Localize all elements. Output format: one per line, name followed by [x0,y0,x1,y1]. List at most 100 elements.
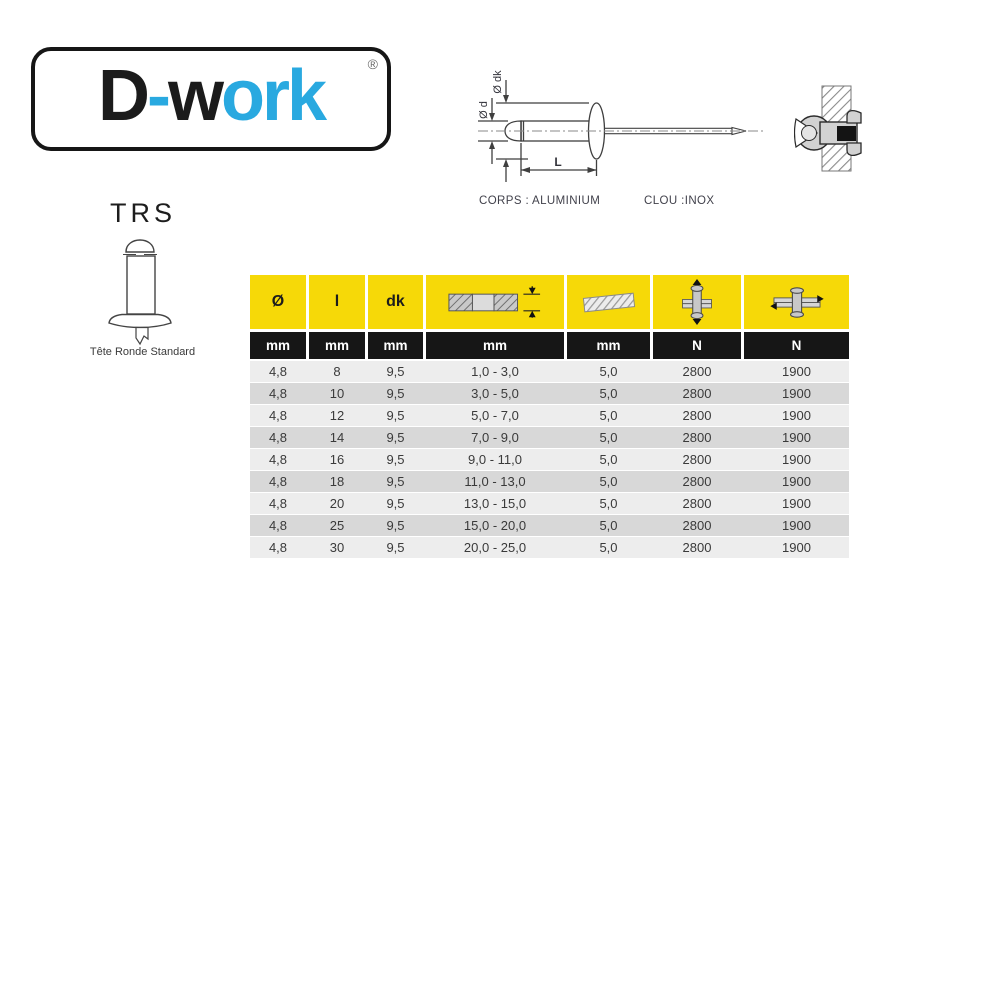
table-cell: 2800 [682,386,712,401]
table-cell: 20,0 - 25,0 [463,540,527,555]
trs-body [126,255,156,315]
tensile-strength-icon [682,279,712,325]
table-row: 4,8 20 9,5 13,0 - 15,0 5,0 2800 1900 [250,493,849,515]
unit-cell: N [744,332,849,359]
col-header-length: l [309,275,365,329]
mandrel-head-remnant [801,125,817,141]
unit-cell: mm [426,332,564,359]
table-cell: 2800 [682,518,712,533]
unit-cell: mm [250,332,306,359]
table-cell: 9,5 [386,430,405,445]
table-cell: 9,5 [386,496,405,511]
table-cell: 1900 [782,474,811,489]
installed-rivet-section-diagram [794,85,862,172]
table-units-row: mm mm mm mm mm N N [250,332,849,359]
table-row: 4,8 8 9,5 1,0 - 3,0 5,0 2800 1900 [250,361,849,383]
col-header-shear-strength [744,275,849,329]
clamped-plate-bottom [821,142,852,172]
rivet-side-view-diagram: Ø d Ø dk L [478,70,764,182]
table-cell: 2800 [682,408,712,423]
table-cell: 9,5 [386,452,405,467]
trs-rivet-diagram [108,239,172,346]
table-cell: 7,0 - 9,0 [471,430,519,445]
table-body: 4,8 8 9,5 1,0 - 3,0 5,0 2800 1900 4,8 10… [250,361,849,559]
table-cell: 4,8 [268,474,288,489]
col-header-diameter: Ø [250,275,306,329]
table-cell: 5,0 [599,540,618,555]
trs-mandrel-stub [135,326,149,346]
unit-cell: mm [567,332,650,359]
table-cell: 30 [329,540,345,555]
material-mandrel-label: CLOU :INOX [644,195,715,207]
product-caption: Tête Ronde Standard [89,346,196,358]
table-cell: 1,0 - 3,0 [471,364,519,379]
table-cell: 25 [329,518,345,533]
table-cell: 5,0 [599,496,618,511]
brand-wordmark: D-work [98,60,327,138]
table-cell: 9,5 [386,518,405,533]
table-cell: 1900 [782,452,811,467]
table-row: 4,8 14 9,5 7,0 - 9,0 5,0 2800 1900 [250,427,849,449]
brand-letter-d: D [97,56,150,136]
table-cell: 1900 [782,430,811,445]
brand-logo: D-work ® [31,47,391,151]
unit-cell: mm [368,332,423,359]
material-body-label: CORPS : ALUMINIUM [479,195,601,207]
table-row: 4,8 18 9,5 11,0 - 13,0 5,0 2800 1900 [250,471,849,493]
dim-label-dk: Ø dk [492,70,504,94]
rivet-collar-bottom [846,142,862,157]
table-cell: 1900 [782,540,811,555]
table-cell: 13,0 - 15,0 [463,496,527,511]
mandrel-shaft-section [837,126,856,141]
table-cell: 18 [329,474,345,489]
table-cell: 5,0 [599,474,618,489]
table-row: 4,8 16 9,5 9,0 - 11,0 5,0 2800 1900 [250,449,849,471]
registered-trademark-symbol: ® [367,56,378,72]
table-cell: 1900 [782,518,811,533]
table-cell: 4,8 [268,386,288,401]
brand-dash: - [146,56,171,136]
table-cell: 9,5 [386,386,405,401]
unit-cell: N [653,332,741,359]
table-cell: 1900 [782,364,811,379]
table-cell: 5,0 [599,364,618,379]
table-cell: 9,5 [386,408,405,423]
dimension-arrowheads [489,95,597,173]
table-cell: 5,0 [599,386,618,401]
table-cell: 2800 [682,452,712,467]
rivet-collar-top [846,109,862,124]
table-cell: 16 [329,452,345,467]
table-row: 4,8 12 9,5 5,0 - 7,0 5,0 2800 1900 [250,405,849,427]
table-header-row: Ø l dk [250,275,849,329]
table-cell: 9,0 - 11,0 [468,452,522,467]
table-cell: 1900 [782,408,811,423]
col-header-grip-range [426,275,564,329]
table-cell: 11,0 - 13,0 [464,474,526,489]
clamped-plate-top [821,85,852,124]
table-cell: 2800 [682,540,712,555]
table-cell: 5,0 [599,408,618,423]
col-header-drill-diameter [567,275,650,329]
table-cell: 1900 [782,386,811,401]
brand-letters-ork: ork [220,56,327,136]
table-cell: 9,5 [386,364,405,379]
table-cell: 10 [329,386,345,401]
table-cell: 5,0 [599,452,618,467]
table-cell: 4,8 [268,540,288,555]
table-cell: 9,5 [386,540,405,555]
table-cell: 4,8 [268,496,288,511]
drill-diameter-icon [582,292,635,312]
table-cell: 20 [329,496,345,511]
table-cell: 5,0 [599,430,618,445]
table-cell: 4,8 [268,430,288,445]
table-cell: 4,8 [268,518,288,533]
table-cell: 4,8 [268,408,288,423]
spec-table: Ø l dk [250,275,849,559]
brand-letter-w: w [167,56,224,136]
unit-cell: mm [309,332,365,359]
table-cell: 14 [329,430,345,445]
table-cell: 5,0 - 7,0 [471,408,519,423]
table-cell: 2800 [682,474,712,489]
table-cell: 2800 [682,496,712,511]
table-row: 4,8 25 9,5 15,0 - 20,0 5,0 2800 1900 [250,515,849,537]
